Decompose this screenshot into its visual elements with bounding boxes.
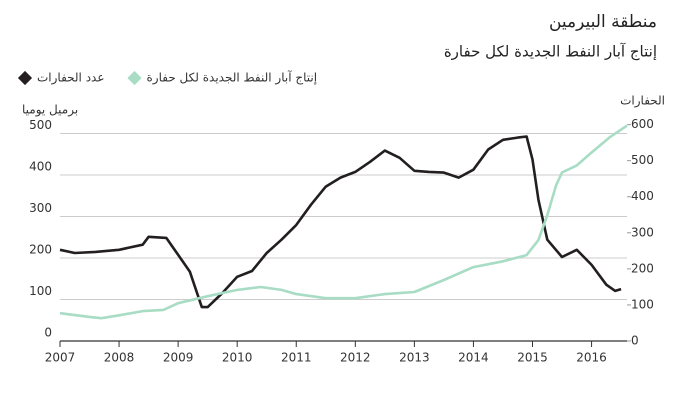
y-axis-label: برميل يوميا (22, 103, 78, 118)
x-tick-label: 2009 (163, 351, 194, 365)
y-tick-label: 500 (29, 118, 52, 132)
y2-tick-label: 400 (631, 189, 654, 203)
x-tick-label: 2013 (399, 351, 430, 365)
chart-subtitle: إنتاج آبار النفط الجديدة لكل حفارة (444, 43, 657, 62)
x-tick-label: 2010 (222, 351, 253, 365)
legend-marker (17, 70, 33, 86)
y-tick-label: 300 (29, 201, 52, 215)
x-tick-label: 2016 (576, 351, 607, 365)
y-tick-label: 100 (29, 284, 52, 298)
y-tick-label: 200 (29, 242, 52, 256)
series-line (59, 124, 628, 320)
x-tick-label: 2015 (517, 351, 548, 365)
y2-axis-label: الحفارات (620, 94, 665, 109)
x-tick-label: 2008 (104, 351, 135, 365)
x-tick-label: 2012 (340, 351, 371, 365)
y2-tick-label: 500 (631, 153, 654, 167)
y2-tick-label: 100 (631, 297, 654, 311)
y2-tick-label: 0 (631, 334, 639, 348)
legend-label: عدد الحفارات (37, 71, 105, 86)
y2-tick-label: 600 (631, 117, 654, 131)
x-tick-label: 2007 (45, 351, 76, 365)
x-tick-label: 2011 (281, 351, 312, 365)
x-tick-label: 2014 (458, 351, 489, 365)
legend-label: إنتاج آبار النفط الجديدة لكل حفارة (147, 70, 318, 86)
chart-title: منطقة البيرمين (549, 12, 657, 32)
legend-marker (127, 70, 142, 86)
y-tick-label: 400 (29, 159, 52, 173)
y2-tick-label: 200 (631, 261, 654, 275)
y-tick-label: 0 (44, 326, 52, 340)
series-line (59, 135, 622, 309)
y2-tick-label: 300 (631, 225, 654, 239)
